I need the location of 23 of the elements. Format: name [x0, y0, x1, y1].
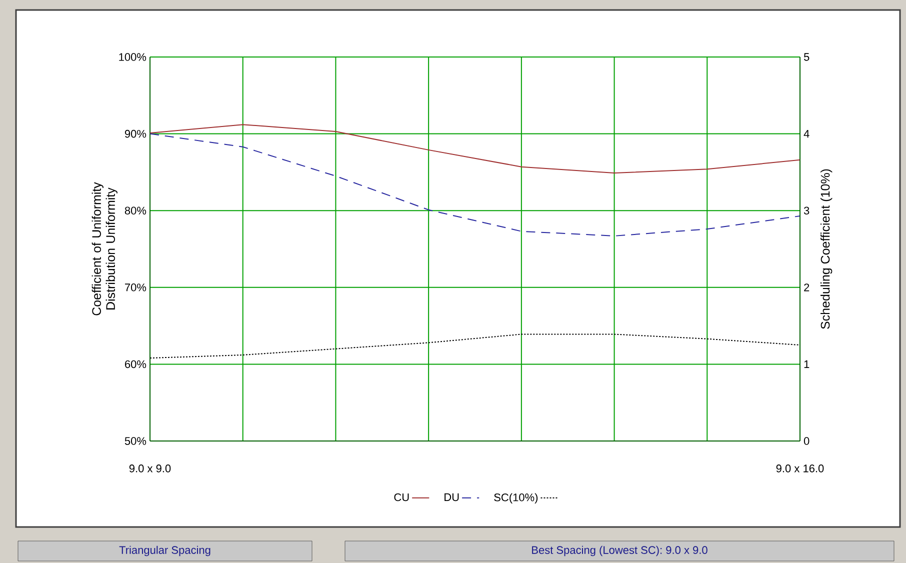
- y2-tick-label: 0: [804, 437, 810, 445]
- x-tick-label: 9.0 x 16.0: [776, 464, 824, 472]
- y-tick-label: 100%: [119, 53, 146, 61]
- text: Best Spacing (Lowest SC): 9.0 x 9.0: [532, 546, 708, 556]
- line-series: [150, 133, 800, 236]
- y2-tick-label: 5: [804, 53, 810, 61]
- x-tick-label: 9.0 x 9.0: [129, 464, 171, 472]
- y-tick-label: 80%: [124, 206, 146, 214]
- legend-label: DU: [444, 493, 459, 502]
- y2-axis-title: Scheduling Coefficient (10%): [820, 169, 832, 329]
- y-tick-label: 70%: [125, 284, 146, 292]
- legend-label: CU: [394, 493, 409, 502]
- y-tick-label: 90%: [124, 130, 146, 138]
- y2-tick-label: 4: [804, 130, 810, 138]
- y-axis-title: Coefficient of Uniformity Distribution Uniformity: [92, 182, 118, 316]
- text: Triangular Spacing: [119, 546, 210, 556]
- y2-tick-label: 1: [804, 360, 810, 368]
- y2-tick-label: 3: [804, 206, 810, 214]
- y2-tick-label: 2: [804, 284, 810, 292]
- y-tick-label: 60%: [125, 360, 146, 368]
- legend-label: SC(10%): [494, 493, 538, 504]
- line-series: [150, 124, 800, 174]
- y-tick-label: 50%: [124, 437, 146, 445]
